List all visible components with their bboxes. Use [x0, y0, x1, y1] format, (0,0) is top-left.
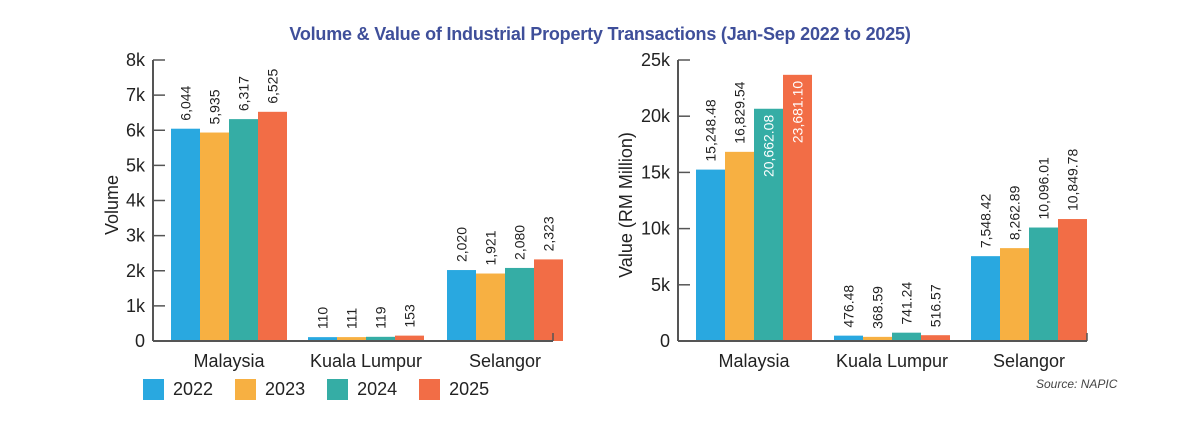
value-bar-malaysia-2023 — [725, 151, 754, 341]
source-note: Source: NAPIC — [1036, 377, 1118, 391]
legend-label-2024: 2024 — [357, 379, 398, 399]
volume-category-label: Kuala Lumpur — [310, 351, 422, 371]
legend: 2022 2023 2024 2025 — [143, 379, 511, 400]
value-y-tick-label: 25k — [641, 50, 671, 70]
volume-data-label: 2,323 — [541, 216, 557, 251]
legend-swatch-2023 — [235, 379, 257, 400]
volume-data-label: 6,525 — [265, 69, 281, 104]
volume-data-label: 110 — [315, 307, 331, 330]
volume-bar-selangor-2022 — [447, 270, 476, 341]
volume-bar-kuala-lumpur-2025 — [395, 335, 424, 341]
volume-bar-kuala-lumpur-2023 — [337, 337, 366, 341]
value-y-tick-label: 20k — [641, 106, 671, 126]
volume-data-label: 2,020 — [454, 227, 470, 262]
legend-swatch-2022 — [143, 379, 164, 400]
volume-y-tick-label: 6k — [126, 120, 146, 140]
value-bar-kuala-lumpur-2023 — [863, 336, 892, 341]
volume-data-label: 6,044 — [178, 85, 194, 120]
value-data-label: 516.57 — [928, 284, 944, 327]
volume-y-tick-label: 4k — [126, 191, 146, 211]
volume-y-tick-label: 1k — [126, 296, 146, 316]
value-y-tick-label: 10k — [641, 219, 671, 239]
value-category-label: Malaysia — [718, 351, 790, 371]
legend-label-2025: 2025 — [449, 379, 490, 399]
volume-y-tick-label: 2k — [126, 261, 146, 281]
volume-data-label: 111 — [344, 308, 360, 329]
volume-bar-selangor-2024 — [505, 267, 534, 341]
value-bar-malaysia-2025 — [783, 74, 812, 341]
volume-category-label: Malaysia — [193, 351, 265, 371]
value-y-tick-label: 0 — [660, 331, 670, 351]
legend-swatch-2025 — [419, 379, 441, 400]
value-data-label: 16,829.54 — [732, 81, 748, 143]
value-bar-kuala-lumpur-2022 — [834, 335, 863, 341]
value-bar-selangor-2025 — [1058, 219, 1087, 341]
volume-data-label: 6,317 — [236, 76, 252, 111]
legend-swatch-2024 — [327, 379, 349, 400]
value-data-label: 741.24 — [899, 282, 915, 325]
value-y-axis-title: Value (RM Million) — [616, 132, 636, 278]
volume-y-tick-label: 5k — [126, 155, 146, 175]
volume-category-label: Selangor — [469, 351, 541, 371]
volume-bar-kuala-lumpur-2024 — [366, 336, 395, 341]
legend-label-2023: 2023 — [265, 379, 306, 399]
volume-data-label: 2,080 — [512, 225, 528, 260]
value-data-label: 10,096.01 — [1036, 157, 1052, 219]
value-data-label: 368.59 — [870, 286, 886, 329]
volume-y-axis-title: Volume — [102, 175, 122, 235]
volume-bar-malaysia-2025 — [258, 111, 287, 341]
value-y-tick-label: 15k — [641, 162, 671, 182]
value-bar-malaysia-2024 — [754, 108, 783, 341]
legend-item-2024: 2024 — [327, 379, 397, 400]
legend-item-2023: 2023 — [235, 379, 305, 400]
value-data-label: 23,681.10 — [790, 81, 806, 143]
volume-bar-selangor-2023 — [476, 273, 505, 341]
value-data-label: 7,548.42 — [978, 193, 994, 248]
value-bar-malaysia-2022 — [696, 169, 725, 341]
volume-data-label: 1,921 — [483, 230, 499, 265]
value-bar-selangor-2023 — [1000, 248, 1029, 341]
value-data-label: 476.48 — [841, 285, 857, 328]
legend-label-2022: 2022 — [173, 379, 214, 399]
value-bar-kuala-lumpur-2025 — [921, 335, 950, 341]
volume-bar-malaysia-2022 — [171, 128, 200, 341]
chart-title: Volume & Value of Industrial Property Tr… — [289, 24, 911, 44]
volume-data-label: 5,935 — [207, 89, 223, 124]
volume-bar-malaysia-2023 — [200, 132, 229, 341]
volume-y-tick-label: 7k — [126, 85, 146, 105]
value-category-label: Kuala Lumpur — [836, 351, 948, 371]
value-data-label: 10,849.78 — [1065, 149, 1081, 211]
volume-bar-kuala-lumpur-2022 — [308, 337, 337, 341]
value-y-tick-label: 5k — [651, 275, 671, 295]
legend-item-2022: 2022 — [143, 379, 213, 400]
volume-data-label: 119 — [373, 306, 389, 329]
volume-y-tick-label: 0 — [135, 331, 145, 351]
value-data-label: 15,248.48 — [703, 99, 719, 161]
volume-bar-selangor-2025 — [534, 259, 563, 341]
volume-y-tick-label: 3k — [126, 226, 146, 246]
volume-bar-malaysia-2024 — [229, 119, 258, 341]
value-data-label: 8,262.89 — [1007, 185, 1023, 240]
value-category-label: Selangor — [993, 351, 1065, 371]
legend-item-2025: 2025 — [419, 379, 489, 400]
value-bar-selangor-2024 — [1029, 227, 1058, 341]
value-bar-selangor-2022 — [971, 256, 1000, 341]
volume-data-label: 153 — [402, 304, 418, 328]
value-bar-kuala-lumpur-2024 — [892, 332, 921, 341]
volume-y-tick-label: 8k — [126, 50, 146, 70]
value-data-label: 20,662.08 — [761, 115, 777, 177]
